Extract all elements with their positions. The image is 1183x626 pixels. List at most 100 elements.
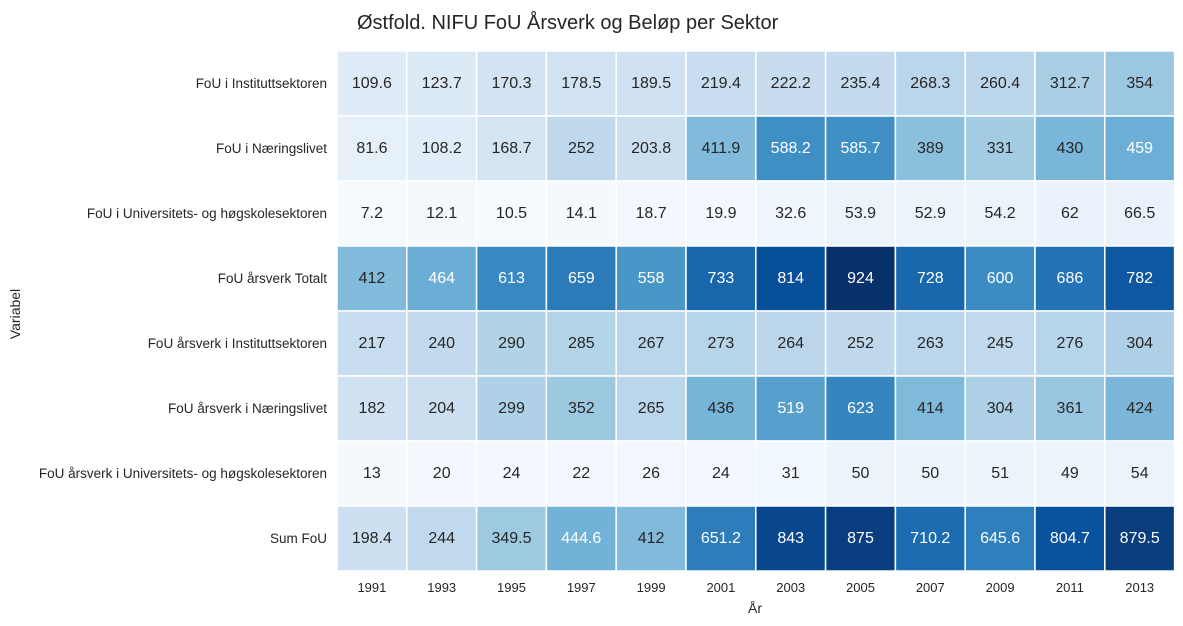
heatmap-cell <box>545 245 617 312</box>
cell-value-label: 414 <box>917 400 944 417</box>
cell-value-label: 19.9 <box>705 205 736 222</box>
cell-value-label: 728 <box>917 270 944 287</box>
heatmap-cell <box>1104 50 1176 117</box>
cell-value-label: 814 <box>777 270 804 287</box>
heatmap-cell <box>615 115 687 182</box>
cell-value-label: 50 <box>852 465 870 482</box>
heatmap-cell <box>1104 440 1176 507</box>
y-tick-label: FoU i Næringslivet <box>216 141 327 156</box>
y-tick-label: FoU årsverk i Næringslivet <box>168 401 327 416</box>
heatmap-cell <box>964 50 1036 117</box>
heatmap-cell <box>685 245 757 312</box>
cell-value-label: 875 <box>847 530 874 547</box>
cell-value-label: 464 <box>428 270 455 287</box>
cell-value-label: 182 <box>359 400 386 417</box>
cell-value-label: 54.2 <box>985 205 1016 222</box>
cell-value-label: 558 <box>638 270 665 287</box>
heatmap-cell <box>685 440 757 507</box>
chart-title: Østfold. NIFU FoU Årsverk og Beløp per S… <box>357 11 779 34</box>
cell-value-label: 7.2 <box>361 205 383 222</box>
heatmap-cell <box>755 375 827 442</box>
heatmap-cell <box>1104 375 1176 442</box>
y-tick-label: FoU i Instituttsektoren <box>196 76 327 91</box>
heatmap-cell <box>824 505 897 572</box>
cell-value-label: 290 <box>498 335 525 352</box>
cell-value-label: 436 <box>708 400 735 417</box>
cell-value-label: 81.6 <box>356 140 387 157</box>
heatmap-cell <box>336 245 408 312</box>
cell-value-label: 804.7 <box>1050 530 1090 547</box>
cell-value-label: 411.9 <box>701 140 740 157</box>
cell-value-label: 12.1 <box>426 205 457 222</box>
cell-value-label: 304 <box>987 400 1014 417</box>
cell-value-label: 108.2 <box>422 140 462 157</box>
heatmap-cell <box>406 50 478 117</box>
heatmap-cell <box>545 180 617 247</box>
cell-value-label: 22 <box>572 465 590 482</box>
cell-value-label: 733 <box>708 270 735 287</box>
cell-value-label: 588.2 <box>771 140 811 157</box>
cell-value-label: 459 <box>1126 140 1153 157</box>
cell-value-label: 879.5 <box>1120 530 1160 547</box>
heatmap-cell <box>894 440 966 507</box>
cell-value-label: 361 <box>1057 400 1084 417</box>
heatmap-cell <box>406 505 478 572</box>
heatmap-cell <box>894 375 966 442</box>
y-tick-label: FoU i Universitets- og høgskolesektoren <box>87 206 327 221</box>
cell-value-label: 444.6 <box>561 530 601 547</box>
cell-value-label: 623 <box>847 400 874 417</box>
heatmap-cell <box>406 310 478 377</box>
cell-value-label: 260.4 <box>980 75 1020 92</box>
heatmap-cell <box>824 375 897 442</box>
x-tick-label: 1995 <box>497 580 526 595</box>
heatmap-cell <box>824 310 897 377</box>
cell-value-label: 389 <box>917 140 944 157</box>
heatmap-cell <box>336 505 408 572</box>
cell-value-label: 32.6 <box>775 205 806 222</box>
cell-value-label: 273 <box>708 335 735 352</box>
heatmap-cell <box>336 310 408 377</box>
heatmap-cell <box>964 440 1036 507</box>
cell-value-label: 349.5 <box>491 530 531 547</box>
heatmap-cell <box>406 440 478 507</box>
heatmap-cell <box>1034 505 1106 572</box>
heatmap-cell <box>894 245 966 312</box>
cell-value-label: 24 <box>503 465 521 482</box>
cell-value-label: 170.3 <box>491 75 531 92</box>
heatmap-cell <box>475 180 548 247</box>
heatmap-cell <box>545 505 617 572</box>
cell-value-label: 585.7 <box>840 140 880 157</box>
heatmap-cell <box>475 440 548 507</box>
heatmap-cell <box>475 505 548 572</box>
heatmap-cell <box>1034 440 1106 507</box>
cell-value-label: 20 <box>433 465 451 482</box>
heatmap-cell <box>615 505 687 572</box>
heatmap-cell <box>1104 505 1176 572</box>
heatmap-cell <box>964 505 1036 572</box>
cell-value-label: 217 <box>359 335 386 352</box>
cell-value-label: 10.5 <box>496 205 527 222</box>
y-tick-label: FoU årsverk i Instituttsektoren <box>148 336 327 351</box>
cell-value-label: 613 <box>498 270 525 287</box>
heatmap-cell <box>545 375 617 442</box>
cell-value-label: 54 <box>1131 465 1149 482</box>
heatmap-cell <box>964 115 1036 182</box>
heatmap-cell <box>1034 310 1106 377</box>
y-tick-label: Sum FoU <box>270 531 327 546</box>
cell-value-label: 252 <box>568 140 595 157</box>
heatmap-cell <box>894 115 966 182</box>
cell-value-label: 204 <box>428 400 455 417</box>
cell-value-label: 312.7 <box>1050 75 1090 92</box>
cell-value-label: 244 <box>428 530 455 547</box>
heatmap-cell <box>894 505 966 572</box>
x-tick-label: 1993 <box>427 580 456 595</box>
heatmap-cell <box>755 505 827 572</box>
heatmap-cell <box>545 115 617 182</box>
heatmap-cell <box>336 440 408 507</box>
x-tick-label: 2009 <box>986 580 1015 595</box>
x-tick-label: 2005 <box>846 580 875 595</box>
heatmap-cell <box>755 310 827 377</box>
y-tick-label: FoU årsverk i Universitets- og høgskoles… <box>39 466 327 481</box>
cell-value-label: 645.6 <box>980 530 1020 547</box>
